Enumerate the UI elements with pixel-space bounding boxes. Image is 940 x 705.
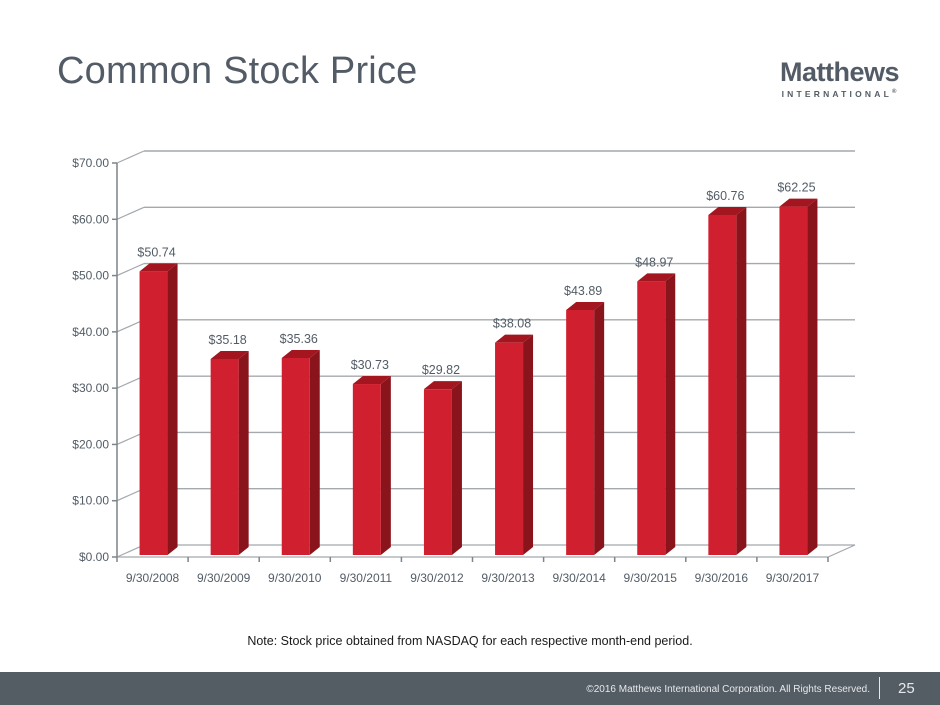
gridline-side xyxy=(116,150,145,164)
source-note: Note: Stock price obtained from NASDAQ f… xyxy=(247,634,693,648)
bar-side xyxy=(807,198,818,555)
bar-top xyxy=(139,263,178,272)
y-tick-label: $10.00 xyxy=(72,494,109,508)
x-tick-label: 9/30/2010 xyxy=(268,571,322,585)
bar-top xyxy=(423,381,462,390)
x-tick-label: 9/30/2009 xyxy=(197,571,251,585)
y-tick-label: $20.00 xyxy=(72,437,109,451)
bar-side xyxy=(736,207,747,555)
y-tick-label: $40.00 xyxy=(72,325,109,339)
bar-front xyxy=(139,271,168,555)
copyright-text: ©2016 Matthews International Corporation… xyxy=(586,684,870,695)
bar-front xyxy=(779,206,808,555)
bar-top xyxy=(281,349,320,358)
data-label: $48.97 xyxy=(635,255,673,269)
bar-front xyxy=(352,384,381,555)
bar xyxy=(352,376,391,555)
y-tick-label: $60.00 xyxy=(72,212,109,226)
bar xyxy=(139,263,178,555)
x-tick-label: 9/30/2011 xyxy=(340,571,393,585)
data-label: $38.08 xyxy=(493,317,531,331)
company-logo: Matthews INTERNATIONAL® xyxy=(780,57,900,99)
bar-top xyxy=(566,301,605,310)
gridline-side xyxy=(116,206,145,220)
bar xyxy=(708,207,747,555)
bar-front xyxy=(637,281,666,555)
bar xyxy=(566,301,605,555)
bar-side xyxy=(380,376,391,555)
footer-divider xyxy=(879,677,880,699)
y-tick-label: $30.00 xyxy=(72,381,109,395)
stock-price-chart: $0.00 $10.00 $20.00 $30.00 $40.00 $50.00 $60.0… xyxy=(72,150,856,585)
y-tick-label: $0.00 xyxy=(79,550,109,564)
bar-side xyxy=(167,263,178,555)
bar xyxy=(637,273,676,555)
data-label: $29.82 xyxy=(422,363,460,377)
axes xyxy=(112,162,829,562)
data-label: $35.36 xyxy=(280,332,318,346)
y-tick-label: $70.00 xyxy=(72,156,109,170)
bar-top xyxy=(352,376,391,385)
gridline-side xyxy=(116,488,145,502)
bar-side xyxy=(665,273,676,555)
bar xyxy=(281,349,320,555)
logo-tagline-text: INTERNATIONAL xyxy=(781,89,892,99)
bar xyxy=(423,381,462,555)
bar-top xyxy=(495,334,534,343)
bar-front xyxy=(423,389,452,555)
gridline-side xyxy=(116,375,145,389)
bar-side xyxy=(309,349,320,555)
bar-top xyxy=(637,273,676,282)
bar-side xyxy=(451,381,462,555)
gridline-side xyxy=(116,263,145,277)
labels: $0.00 $10.00 $20.00 $30.00 $40.00 $50.00 $60.0… xyxy=(72,156,819,585)
bar xyxy=(495,334,534,555)
data-label: $60.76 xyxy=(706,189,744,203)
bar-front xyxy=(708,215,737,555)
x-tick-label: 9/30/2016 xyxy=(695,571,749,585)
bar-top xyxy=(779,198,818,207)
bar-top xyxy=(708,207,747,216)
x-tick-label: 9/30/2012 xyxy=(410,571,464,585)
x-tick-label: 9/30/2008 xyxy=(126,571,180,585)
x-tick-label: 9/30/2017 xyxy=(766,571,820,585)
bar-side xyxy=(238,350,249,555)
gridline-side xyxy=(116,431,145,445)
bar-front xyxy=(281,357,310,555)
footer-bar: ©2016 Matthews International Corporation… xyxy=(0,672,940,705)
data-label: $35.18 xyxy=(209,333,247,347)
bar xyxy=(779,198,818,555)
logo-wordmark: Matthews xyxy=(780,57,900,87)
bar-front xyxy=(566,309,595,555)
bar-top xyxy=(210,350,249,359)
gridline-side xyxy=(116,319,145,333)
registered-mark: ® xyxy=(891,89,897,96)
slide-title: Common Stock Price xyxy=(57,50,418,92)
data-label: $50.74 xyxy=(137,245,175,259)
data-label: $62.25 xyxy=(777,181,815,195)
bar-front xyxy=(495,342,524,555)
y-tick-label: $50.00 xyxy=(72,269,109,283)
logo-tagline: INTERNATIONAL® xyxy=(780,89,898,99)
data-label: $30.73 xyxy=(351,358,389,372)
data-label: $43.89 xyxy=(564,284,602,298)
bar-side xyxy=(594,301,605,555)
x-tick-label: 9/30/2013 xyxy=(481,571,535,585)
page-number: 25 xyxy=(898,680,915,697)
bar-side xyxy=(523,334,534,555)
x-tick-label: 9/30/2014 xyxy=(552,571,606,585)
bar-front xyxy=(210,358,239,555)
bar xyxy=(210,350,249,555)
bars xyxy=(139,198,818,555)
x-tick-label: 9/30/2015 xyxy=(624,571,678,585)
